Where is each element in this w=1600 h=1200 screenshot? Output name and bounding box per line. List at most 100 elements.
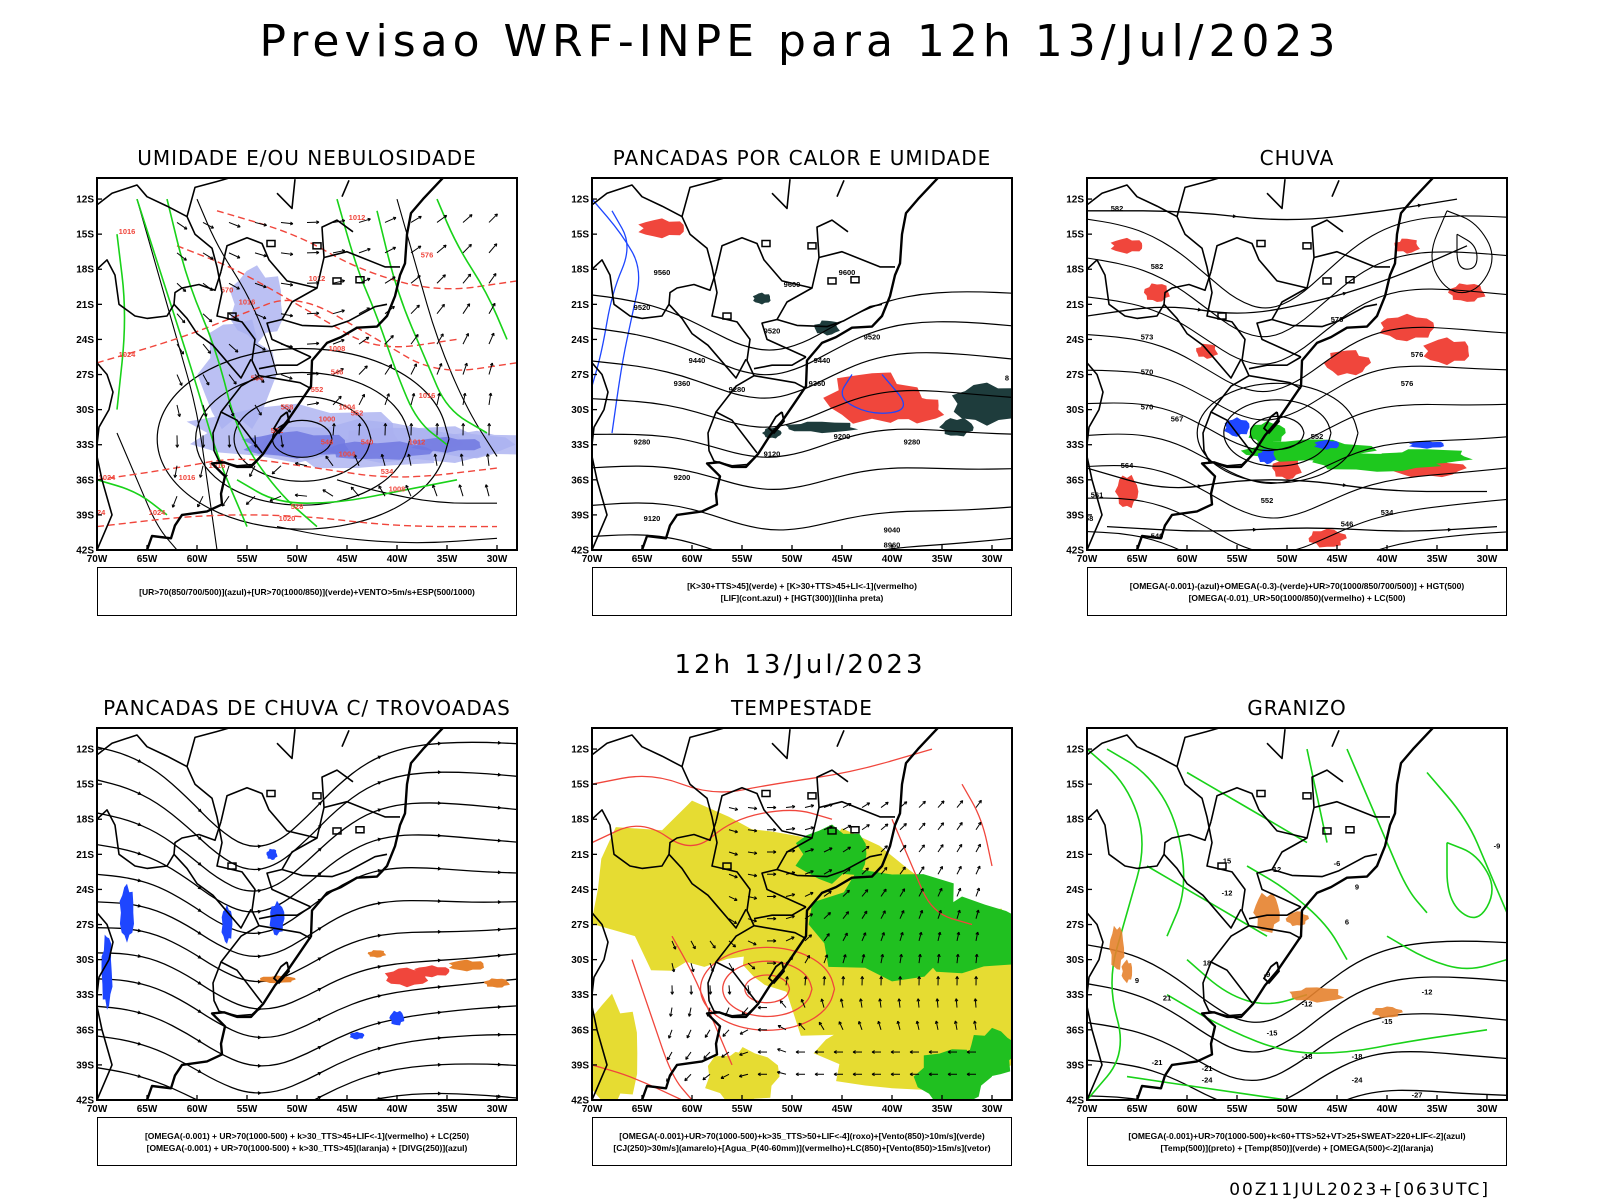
streamline-arrow [317, 871, 322, 877]
contour-line [396, 198, 498, 457]
contour-line [1087, 748, 1143, 1100]
map-marker [722, 862, 732, 870]
wind-vector [202, 313, 213, 323]
wind-vector-head [902, 844, 907, 849]
wind-vector-head [466, 303, 471, 307]
contour-label: 9120 [764, 449, 781, 458]
wind-vector-head [865, 845, 870, 850]
contour-label: -15 [1382, 1017, 1393, 1026]
lat-tick-label: 30S [1066, 955, 1084, 966]
wind-vector-head [684, 1077, 688, 1082]
legend-line: [OMEGA(-0.001)+UR>70(1000-500)+k<60+TTS>… [1128, 1130, 1466, 1141]
wind-vector-head [671, 968, 676, 973]
wind-vector-head [975, 931, 980, 936]
wind-vector-head [938, 909, 942, 914]
wind-vector-head [405, 484, 409, 489]
coastline [145, 728, 445, 1100]
country-border [1248, 374, 1302, 390]
shaded-area [1381, 449, 1473, 465]
wind-vector [462, 333, 469, 345]
wind-vector [358, 307, 370, 315]
wind-vector-head [367, 217, 371, 222]
wind-vector [254, 404, 262, 416]
wind-vector-head [366, 277, 371, 282]
contour-label: -24 [1202, 1075, 1214, 1084]
main-title: Previsao WRF-INPE para 12h 13/Jul/2023 [259, 16, 1341, 67]
wind-vector [741, 1007, 749, 1015]
lat-tick-label: 33S [76, 990, 94, 1001]
contour-label: 552 [311, 385, 324, 394]
legend-line: [K>30+TTS>45](verde) + [K>30+TTS>45+LI<-… [687, 580, 917, 591]
legend-umidade: [UR>70(850/700/500)](azul)+[UR>70(1000/8… [97, 567, 517, 616]
wind-vector [224, 465, 230, 478]
wind-vector [747, 851, 757, 854]
wind-vector [295, 462, 308, 467]
lon-tick-label: 50W [287, 1104, 308, 1115]
contour-label: 1008 [389, 485, 406, 494]
country-border [323, 800, 400, 818]
wind-vector [975, 954, 978, 964]
wind-vector [280, 282, 293, 286]
wind-vector [436, 244, 447, 254]
streamline-arrow [197, 861, 202, 866]
country-border [1087, 809, 1212, 870]
country-border [1087, 1006, 1103, 1100]
wind-vector-head [917, 976, 922, 980]
wind-vector [280, 435, 284, 448]
wind-vector-head [814, 1072, 818, 1077]
wind-vector-head [461, 423, 466, 427]
wind-vector-head [233, 381, 237, 385]
map-layers [592, 728, 1012, 1100]
wind-vector-head [845, 911, 850, 915]
wind-vector [488, 332, 495, 345]
wind-vector [384, 276, 396, 284]
wind-vector [176, 343, 184, 355]
wind-vector-head [438, 363, 443, 367]
wind-vector [280, 404, 292, 413]
wind-vector-head [916, 998, 921, 1002]
wind-vector [937, 844, 944, 853]
contour-label: 534 [381, 467, 394, 476]
wind-vector-head [417, 245, 422, 249]
contour-label: 6 [1345, 918, 1349, 927]
wind-vector-head [757, 1072, 761, 1077]
wind-vector [704, 1029, 711, 1038]
wind-vector [254, 221, 267, 226]
wind-vector [690, 962, 694, 972]
wind-vector [823, 890, 832, 897]
wind-vector-head [958, 865, 962, 870]
contour-label: 1004 [339, 403, 357, 412]
lon-tick-label: 65W [632, 1104, 653, 1115]
lat-tick-label: 21S [571, 850, 589, 861]
map-borders [1087, 728, 1435, 1100]
lat-tick-label: 30S [571, 955, 589, 966]
country-border [97, 259, 222, 320]
wind-vector [880, 823, 889, 831]
map-borders [1087, 178, 1435, 550]
lon-tick-label: 45W [337, 1104, 358, 1115]
wind-vector-head [332, 423, 336, 427]
country-border [1248, 356, 1302, 370]
country-border [1271, 853, 1378, 878]
wind-vector-head [773, 894, 777, 899]
wind-vector-head [936, 953, 941, 958]
wind-vector-head [464, 362, 468, 367]
shaded-area [269, 900, 285, 936]
shaded-area [258, 975, 296, 984]
wind-vector-head [245, 501, 250, 505]
wind-vector-head [791, 827, 796, 831]
wind-vector [228, 404, 234, 417]
wind-vector [703, 1051, 711, 1059]
temp500-contours [1087, 940, 1507, 1100]
wind-vector [332, 309, 345, 315]
wind-vector-head [340, 368, 344, 372]
wind-vector [898, 998, 901, 1008]
streamline [97, 1033, 517, 1094]
streamline-arrow [197, 1069, 202, 1074]
wind-vector-head [462, 392, 467, 397]
country-border [1256, 287, 1308, 358]
lon-tick-label: 70W [87, 554, 108, 565]
country-border [592, 456, 608, 550]
streamline-arrow [137, 1010, 142, 1015]
lon-tick-label: 60W [682, 1104, 703, 1115]
